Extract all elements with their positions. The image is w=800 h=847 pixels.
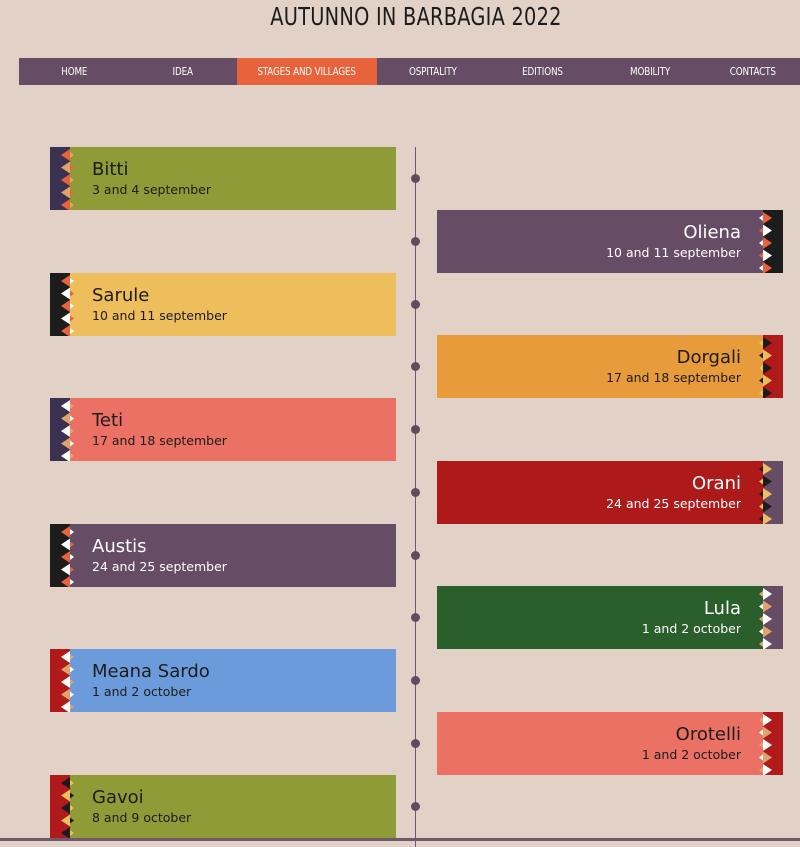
stage-name: Orotelli bbox=[675, 724, 741, 745]
stage-card-bitti[interactable]: Bitti 3 and 4 september bbox=[50, 147, 396, 210]
stage-card-lula[interactable]: Lula 1 and 2 october bbox=[437, 586, 783, 649]
stage-dates: 1 and 2 october bbox=[641, 747, 741, 762]
stage-name: Oliena bbox=[683, 222, 741, 243]
stage-dates: 3 and 4 september bbox=[92, 182, 212, 197]
stage-card-teti[interactable]: Teti 17 and 18 september bbox=[50, 398, 396, 461]
stage-card-dorgali[interactable]: Dorgali 17 and 18 september bbox=[437, 335, 783, 398]
timeline-dot bbox=[411, 551, 420, 560]
stage-dates: 10 and 11 september bbox=[606, 245, 741, 260]
timeline-dot bbox=[411, 676, 420, 685]
card-pattern-icon bbox=[759, 461, 783, 524]
nav-item-label: CONTACTS bbox=[729, 65, 776, 78]
card-pattern-icon bbox=[50, 398, 74, 461]
timeline-dot bbox=[411, 488, 420, 497]
site-title: AUTUNNO IN BARBAGIA 2022 bbox=[270, 2, 562, 31]
nav-item-label: IDEA bbox=[172, 65, 194, 78]
card-pattern-icon bbox=[50, 649, 74, 712]
stage-dates: 1 and 2 october bbox=[92, 684, 192, 699]
stage-name: Sarule bbox=[92, 285, 150, 306]
nav-item-editions[interactable]: EDITIONS bbox=[488, 58, 596, 85]
timeline-dot bbox=[411, 739, 420, 748]
stage-dates: 24 and 25 september bbox=[92, 559, 227, 574]
stage-name: Meana Sardo bbox=[92, 661, 210, 682]
nav-item-contacts[interactable]: CONTACTS bbox=[705, 58, 800, 85]
card-pattern-icon bbox=[759, 712, 783, 775]
card-pattern-icon bbox=[50, 524, 74, 587]
nav-item-label: EDITIONS bbox=[521, 65, 563, 78]
card-pattern-icon bbox=[759, 210, 783, 273]
stage-card-oliena[interactable]: Oliena 10 and 11 september bbox=[437, 210, 783, 273]
nav-item-label: OSPITALITY bbox=[408, 65, 457, 78]
card-pattern-icon bbox=[50, 147, 74, 210]
stage-card-austis[interactable]: Austis 24 and 25 september bbox=[50, 524, 396, 587]
stage-card-orotelli[interactable]: Orotelli 1 and 2 october bbox=[437, 712, 783, 775]
stage-dates: 8 and 9 october bbox=[92, 810, 192, 825]
timeline-dot bbox=[411, 802, 420, 811]
timeline-line bbox=[415, 147, 416, 847]
card-pattern-icon bbox=[50, 273, 74, 336]
stage-card-meana-sardo[interactable]: Meana Sardo 1 and 2 october bbox=[50, 649, 396, 712]
stage-card-sarule[interactable]: Sarule 10 and 11 september bbox=[50, 273, 396, 336]
timeline-dot bbox=[411, 425, 420, 434]
stage-name: Dorgali bbox=[676, 347, 741, 368]
stage-name: Lula bbox=[703, 598, 741, 619]
timeline-dot bbox=[411, 237, 420, 246]
main-nav: HOME IDEA STAGES AND VILLAGES OSPITALITY EDI… bbox=[19, 58, 800, 85]
nav-item-idea[interactable]: IDEA bbox=[129, 58, 237, 85]
timeline-dot bbox=[411, 174, 420, 183]
nav-item-label: MOBILITY bbox=[630, 65, 671, 78]
nav-item-stages-and-villages[interactable]: STAGES AND VILLAGES bbox=[237, 58, 377, 85]
timeline-dot bbox=[411, 300, 420, 309]
nav-item-home[interactable]: HOME bbox=[19, 58, 129, 85]
stage-card-orani[interactable]: Orani 24 and 25 september bbox=[437, 461, 783, 524]
stage-dates: 1 and 2 october bbox=[641, 621, 741, 636]
nav-item-label: HOME bbox=[60, 65, 88, 78]
stage-dates: 10 and 11 september bbox=[92, 308, 227, 323]
stage-card-gavoi[interactable]: Gavoi 8 and 9 october bbox=[50, 775, 396, 838]
nav-item-mobility[interactable]: MOBILITY bbox=[596, 58, 705, 85]
nav-item-label: STAGES AND VILLAGES bbox=[257, 65, 357, 78]
stage-dates: 24 and 25 september bbox=[606, 496, 741, 511]
stage-name: Austis bbox=[92, 536, 147, 557]
stage-name: Teti bbox=[92, 410, 124, 431]
card-pattern-icon bbox=[759, 586, 783, 649]
card-pattern-icon bbox=[759, 335, 783, 398]
stage-dates: 17 and 18 september bbox=[606, 370, 741, 385]
stage-name: Orani bbox=[691, 473, 741, 494]
timeline-dot bbox=[411, 613, 420, 622]
nav-item-ospitality[interactable]: OSPITALITY bbox=[377, 58, 488, 85]
stage-dates: 17 and 18 september bbox=[92, 433, 227, 448]
stage-name: Bitti bbox=[92, 159, 129, 180]
timeline-dot bbox=[411, 362, 420, 371]
bottom-strip bbox=[0, 838, 800, 841]
stage-name: Gavoi bbox=[92, 787, 144, 808]
card-pattern-icon bbox=[50, 775, 74, 838]
